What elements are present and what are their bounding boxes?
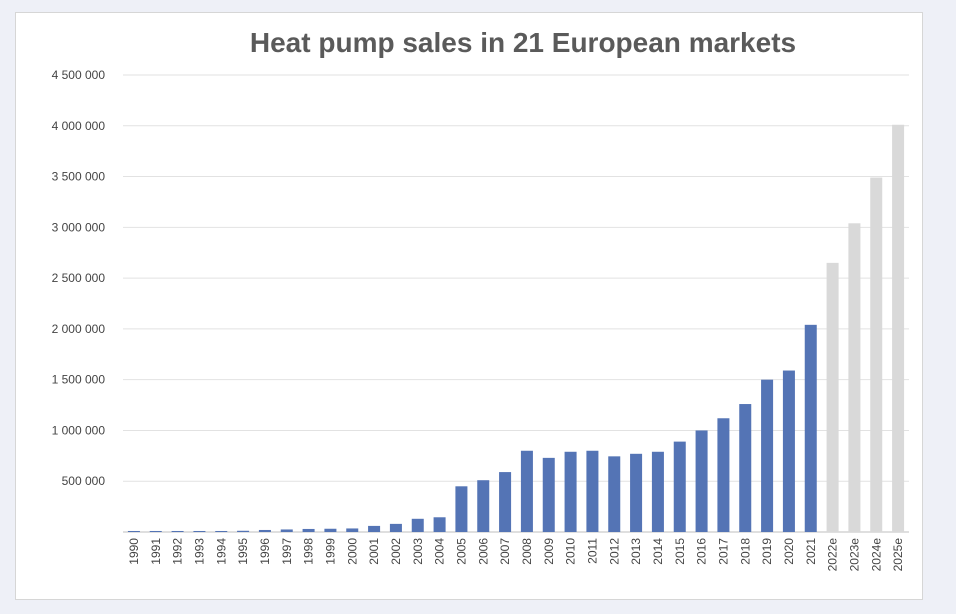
x-tick-label: 2007 bbox=[498, 538, 512, 565]
x-tick-label: 1997 bbox=[280, 538, 294, 565]
x-tick-label: 2000 bbox=[345, 538, 359, 565]
bar-2024e bbox=[870, 177, 883, 532]
y-tick-label: 500 000 bbox=[62, 474, 106, 488]
x-tick-label: 2016 bbox=[695, 538, 709, 565]
chart-frame: Heat pump sales in 21 European markets 5… bbox=[15, 12, 923, 600]
chart-title: Heat pump sales in 21 European markets bbox=[249, 27, 797, 58]
bar-2015 bbox=[673, 441, 686, 532]
x-tick-label: 2003 bbox=[411, 538, 425, 565]
bar-2014 bbox=[651, 451, 664, 532]
y-tick-label: 2 500 000 bbox=[52, 271, 106, 285]
x-tick-label: 1992 bbox=[171, 538, 185, 565]
bar-1996 bbox=[258, 529, 271, 532]
bar-2021 bbox=[804, 324, 817, 532]
bar-2000 bbox=[346, 528, 359, 532]
bar-2011 bbox=[586, 450, 599, 532]
x-tick-label: 1999 bbox=[323, 538, 337, 565]
x-tick-label: 2014 bbox=[651, 538, 665, 565]
y-tick-label: 4 000 000 bbox=[52, 119, 106, 133]
bar-2009 bbox=[542, 457, 555, 532]
x-tick-label: 1995 bbox=[236, 538, 250, 565]
bar-2007 bbox=[499, 472, 512, 532]
x-tick-label: 2012 bbox=[607, 538, 621, 565]
bar-1998 bbox=[302, 528, 315, 532]
bar-2019 bbox=[761, 379, 774, 532]
x-tick-label: 2020 bbox=[782, 538, 796, 565]
bar-1997 bbox=[280, 529, 293, 532]
y-tick-label: 1 500 000 bbox=[52, 373, 106, 387]
bar-1999 bbox=[324, 528, 337, 532]
x-tick-label: 2002 bbox=[389, 538, 403, 565]
x-tick-label: 2008 bbox=[520, 538, 534, 565]
x-tick-label: 2006 bbox=[476, 538, 490, 565]
bar-2002 bbox=[389, 523, 402, 532]
bar-2006 bbox=[477, 480, 490, 532]
y-tick-label: 3 500 000 bbox=[52, 170, 106, 184]
bar-1995 bbox=[237, 530, 250, 532]
x-tick-label: 2013 bbox=[629, 538, 643, 565]
bar-1993 bbox=[193, 530, 206, 532]
y-tick-label: 2 000 000 bbox=[52, 322, 106, 336]
bar-1990 bbox=[127, 530, 140, 532]
bar-2005 bbox=[455, 486, 468, 532]
bar-1992 bbox=[171, 530, 184, 532]
bar-1994 bbox=[215, 530, 228, 532]
bar-2017 bbox=[717, 418, 730, 532]
y-tick-label: 3 000 000 bbox=[52, 220, 106, 234]
y-tick-label: 4 500 000 bbox=[52, 68, 106, 82]
x-tick-label: 2018 bbox=[738, 538, 752, 565]
bar-2018 bbox=[739, 404, 752, 532]
x-tick-label: 2022e bbox=[826, 538, 840, 572]
bar-2023e bbox=[848, 223, 861, 532]
bar-2003 bbox=[411, 518, 424, 532]
x-tick-label: 2025e bbox=[891, 538, 905, 572]
bar-2008 bbox=[520, 450, 533, 532]
bar-2004 bbox=[433, 517, 446, 532]
x-tick-label: 2019 bbox=[760, 538, 774, 565]
x-tick-label: 2005 bbox=[454, 538, 468, 565]
bar-2010 bbox=[564, 451, 577, 532]
x-tick-label: 2011 bbox=[585, 538, 599, 564]
y-tick-label: 1 000 000 bbox=[52, 423, 106, 437]
x-tick-label: 2004 bbox=[433, 538, 447, 565]
x-tick-label: 1990 bbox=[127, 538, 141, 565]
x-tick-label: 1994 bbox=[214, 538, 228, 565]
x-tick-label: 2001 bbox=[367, 538, 381, 565]
bar-2012 bbox=[608, 456, 621, 532]
x-tick-label: 1993 bbox=[192, 538, 206, 565]
bar-2020 bbox=[782, 370, 795, 532]
x-tick-label: 1998 bbox=[302, 538, 316, 565]
x-tick-label: 2015 bbox=[673, 538, 687, 565]
x-tick-label: 2010 bbox=[564, 538, 578, 565]
bar-2025e bbox=[892, 124, 905, 533]
x-tick-label: 2024e bbox=[869, 538, 883, 572]
x-tick-label: 2021 bbox=[804, 538, 818, 565]
x-tick-label: 2023e bbox=[847, 538, 861, 572]
chart-plot: 500 000 1 000 000 1 500 000 2 000 000 2 500 … bbox=[52, 68, 909, 572]
x-tick-label: 1996 bbox=[258, 538, 272, 565]
bar-2016 bbox=[695, 430, 708, 532]
bar-2013 bbox=[630, 453, 643, 532]
bar-2001 bbox=[368, 525, 381, 532]
bar-1991 bbox=[149, 530, 162, 532]
x-tick-label: 2009 bbox=[542, 538, 556, 565]
bar-2022e bbox=[826, 262, 839, 532]
x-tick-label: 1991 bbox=[149, 538, 163, 565]
x-tick-label: 2017 bbox=[716, 538, 730, 565]
